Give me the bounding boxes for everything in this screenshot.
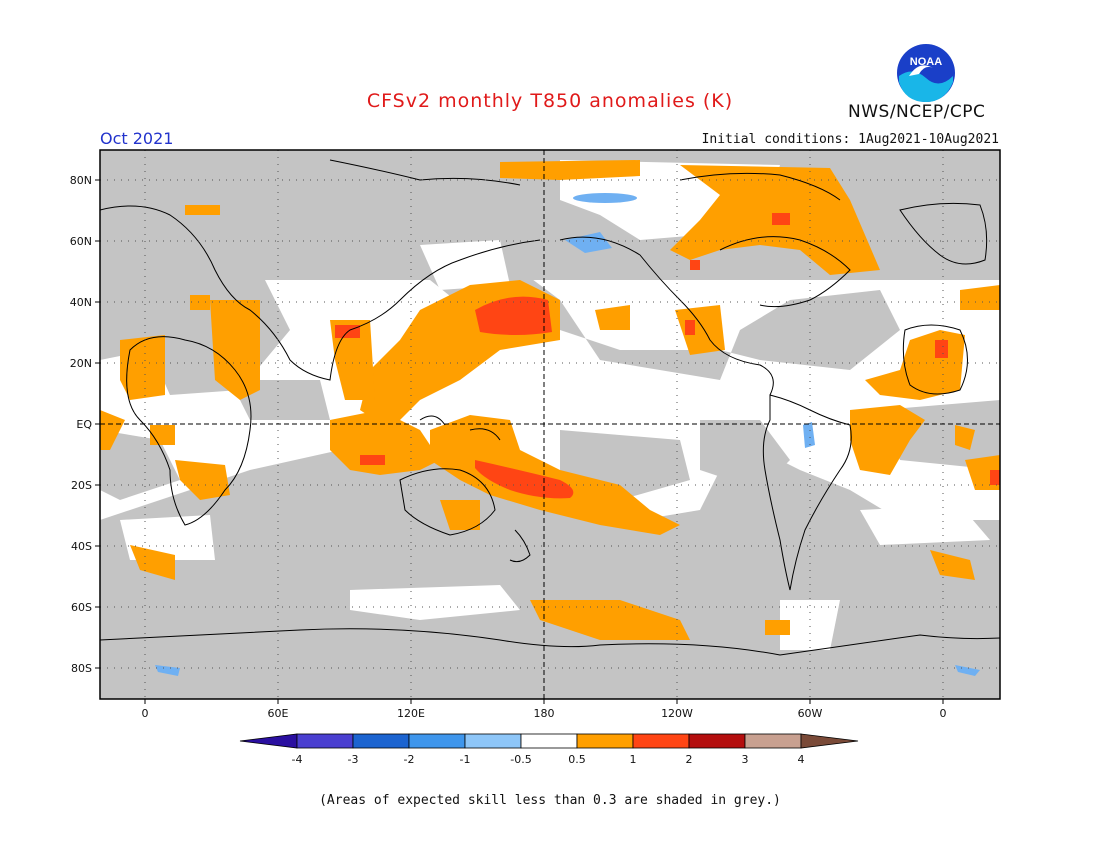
legend-label: 4 bbox=[798, 753, 805, 766]
cool-anomaly-regions bbox=[155, 193, 980, 676]
lon-label: 120W bbox=[661, 707, 693, 720]
legend-swatch bbox=[352, 733, 410, 749]
legend-swatch bbox=[688, 733, 746, 749]
lat-labels: 80N 60N 40N 20N EQ 20S 40S 60S 80S bbox=[70, 174, 93, 675]
lat-label: 20S bbox=[71, 479, 92, 492]
legend-swatch bbox=[296, 733, 354, 749]
lat-label: 20N bbox=[70, 357, 92, 370]
legend-label: 0.5 bbox=[568, 753, 586, 766]
legend-label: -0.5 bbox=[510, 753, 531, 766]
legend-swatch bbox=[576, 733, 634, 749]
legend-label: -1 bbox=[460, 753, 471, 766]
agency-label: NWS/NCEP/CPC bbox=[848, 102, 986, 122]
initial-conditions: Initial conditions: 1Aug2021-10Aug2021 bbox=[701, 132, 999, 147]
legend-label: 1 bbox=[630, 753, 637, 766]
skill-footnote: (Areas of expected skill less than 0.3 a… bbox=[319, 793, 781, 808]
axis-ticks bbox=[95, 179, 944, 704]
legend-label: -4 bbox=[292, 753, 303, 766]
map-field bbox=[100, 150, 1000, 699]
lon-label: 60E bbox=[268, 707, 289, 720]
legend-label: 3 bbox=[742, 753, 749, 766]
forecast-month: Oct 2021 bbox=[100, 129, 174, 148]
lon-label: 0 bbox=[142, 707, 149, 720]
noaa-logo: NOAA bbox=[897, 44, 955, 102]
legend-swatch bbox=[408, 733, 466, 749]
legend-swatch bbox=[800, 733, 859, 749]
legend-label: 2 bbox=[686, 753, 693, 766]
lon-labels: 0 60E 120E 180 120W 60W 0 bbox=[142, 707, 947, 720]
map-title: CFSv2 monthly T850 anomalies (K) bbox=[366, 90, 734, 112]
lat-label: 60S bbox=[71, 601, 92, 614]
coastlines bbox=[100, 159, 1000, 656]
legend-labels: -4 -3 -2 -1 -0.5 0.5 1 2 3 4 bbox=[292, 753, 805, 766]
legend-swatch bbox=[464, 733, 522, 749]
lat-label: 80N bbox=[70, 174, 92, 187]
legend-swatch bbox=[239, 733, 298, 749]
lat-label: 60N bbox=[70, 235, 92, 248]
legend-swatch bbox=[632, 733, 690, 749]
lon-label: 120E bbox=[397, 707, 425, 720]
lon-label: 180 bbox=[534, 707, 555, 720]
legend-label: -3 bbox=[348, 753, 359, 766]
legend-swatch bbox=[744, 733, 802, 749]
noaa-logo-text: NOAA bbox=[910, 56, 942, 68]
lat-label: 40N bbox=[70, 296, 92, 309]
legend-swatch bbox=[520, 733, 578, 749]
lat-label: 40S bbox=[71, 540, 92, 553]
lat-label: 80S bbox=[71, 662, 92, 675]
lon-label: 0 bbox=[940, 707, 947, 720]
legend-label: -2 bbox=[404, 753, 415, 766]
lon-label: 60W bbox=[798, 707, 823, 720]
gridlines bbox=[100, 150, 1000, 699]
equator-dateline bbox=[100, 150, 1000, 699]
lat-label: EQ bbox=[76, 418, 92, 431]
legend-swatches bbox=[239, 733, 859, 749]
